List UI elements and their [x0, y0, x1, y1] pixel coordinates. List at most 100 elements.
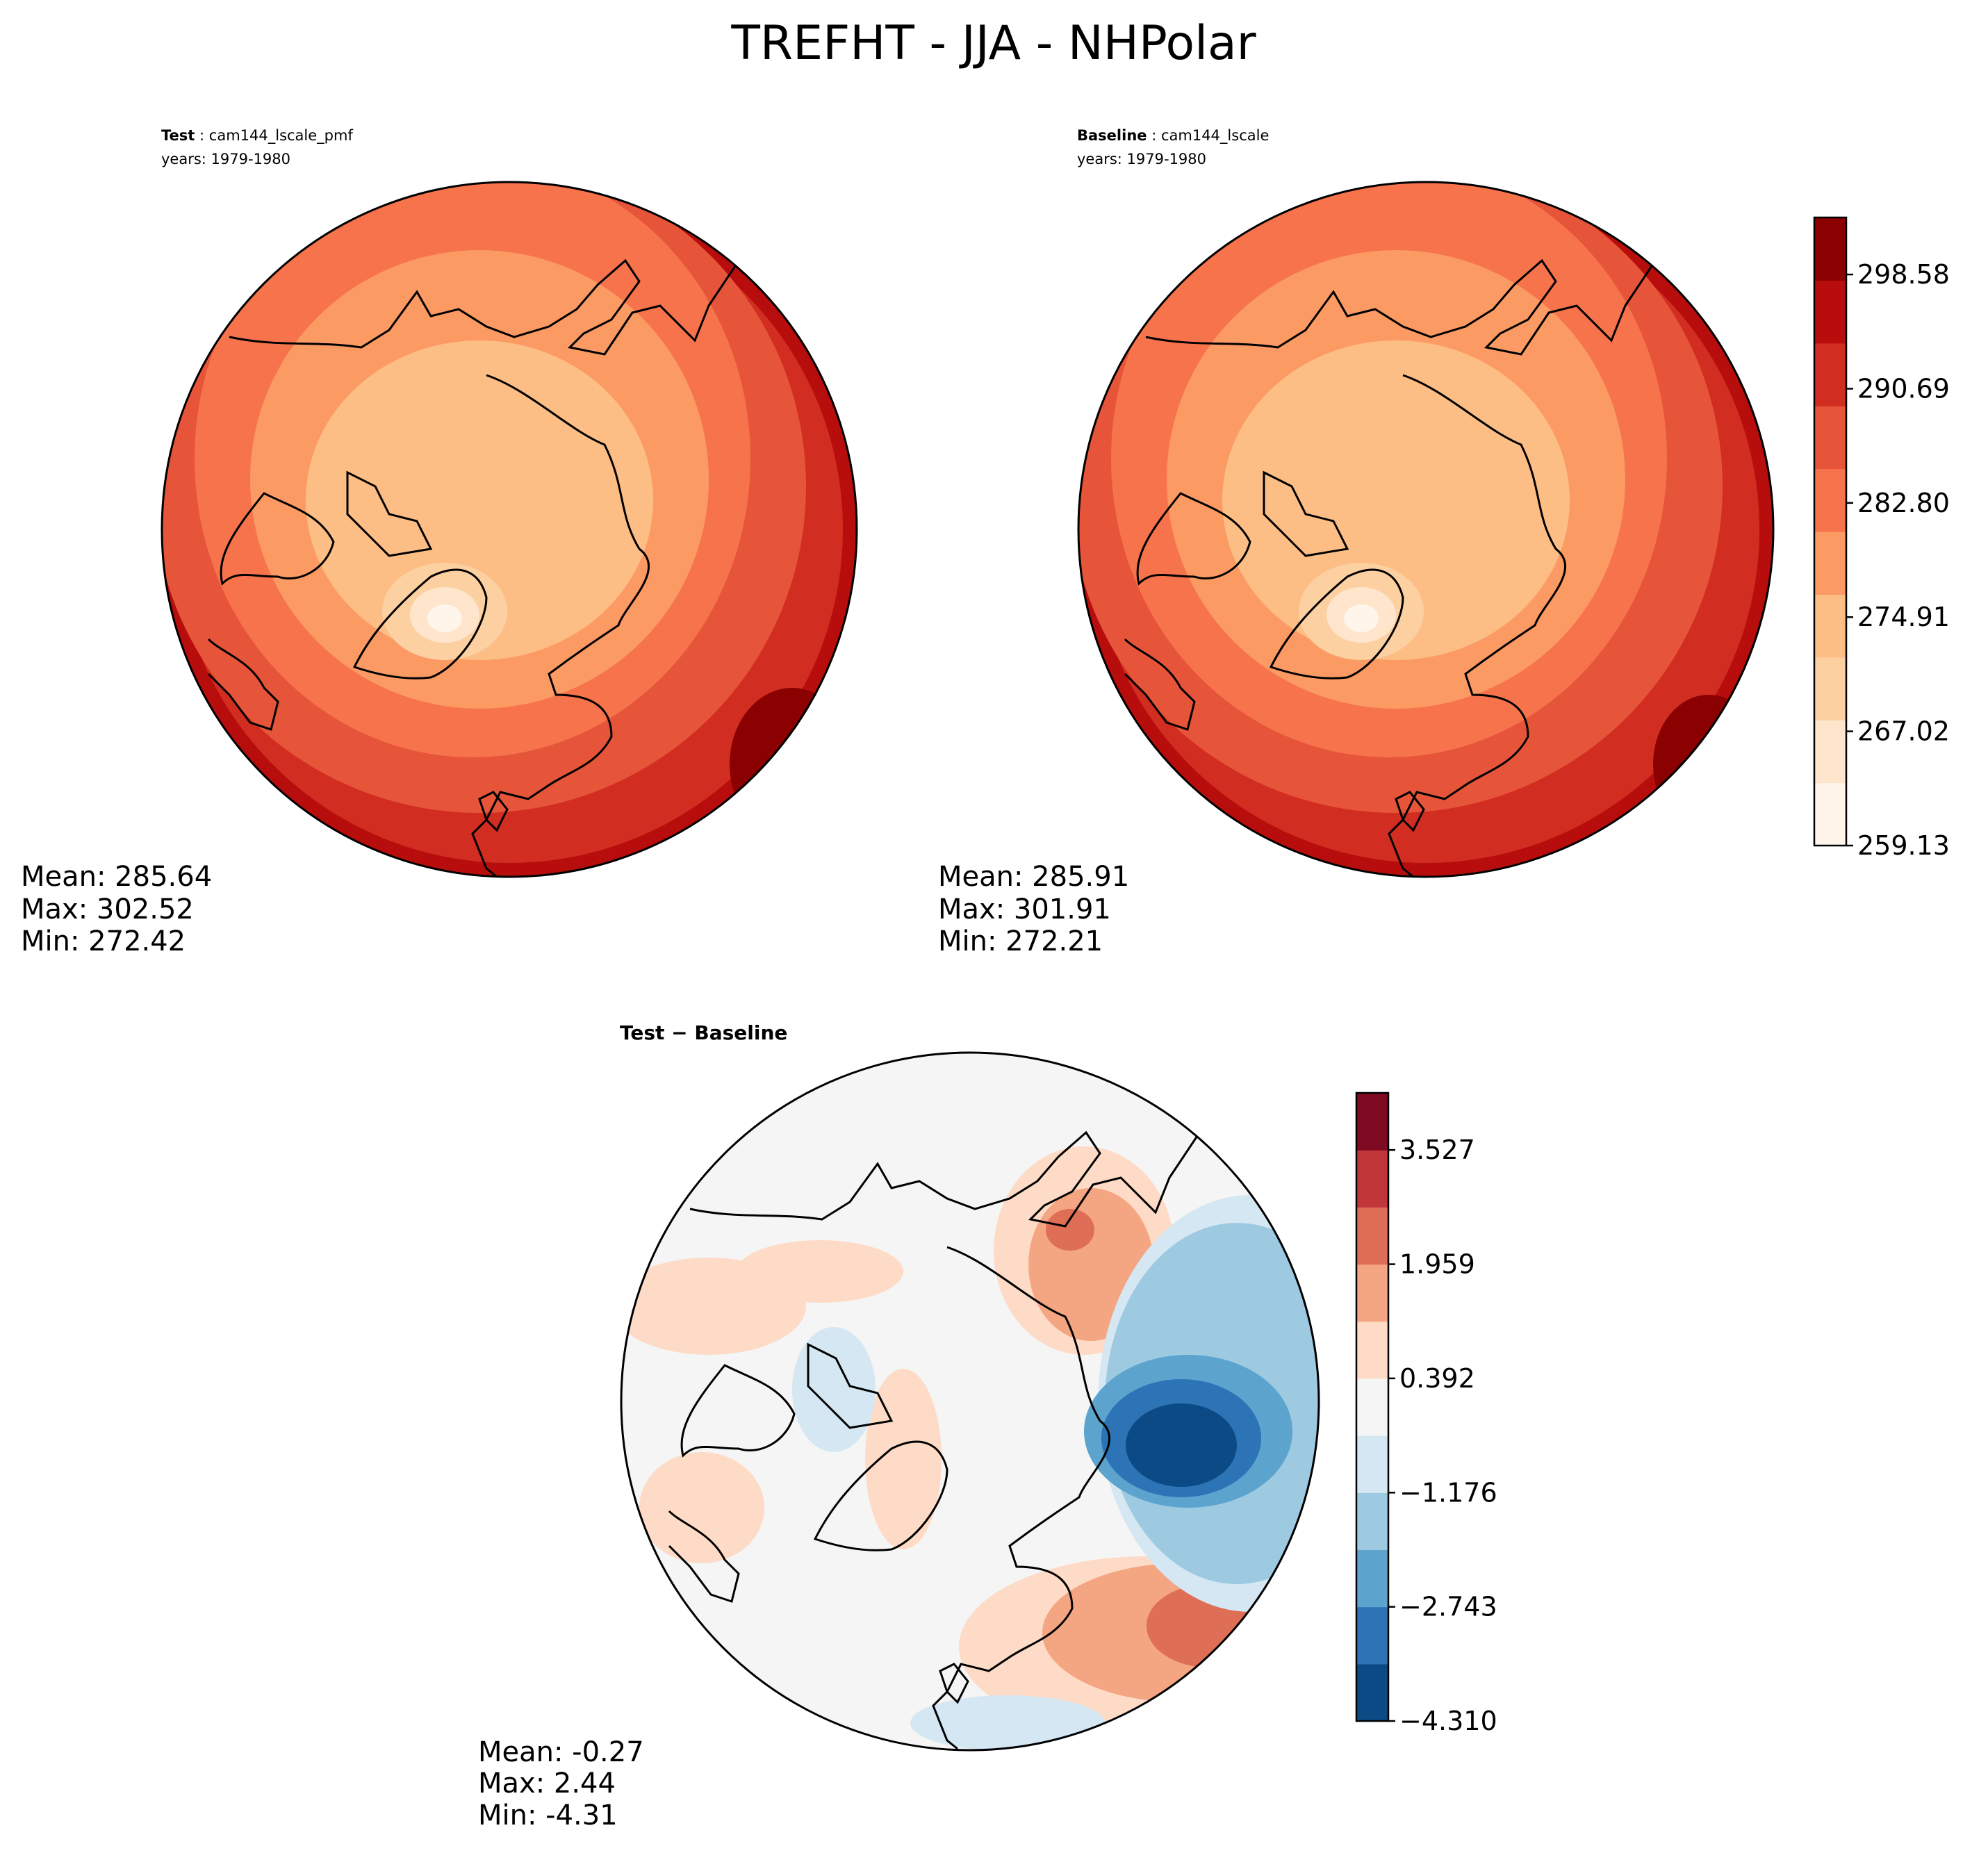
baseline-band-262	[1344, 604, 1379, 632]
colorbar-difference-tick-label: 0.392	[1399, 1363, 1475, 1394]
baseline-years: years: 1979-1980	[1077, 151, 1206, 167]
test-coast-asia	[229, 258, 745, 356]
figure-title: TREFHT - JJA - NHPolar	[730, 16, 1256, 71]
colorbar-temperature-tick-label: 290.69	[1857, 373, 1950, 404]
baseline-band-274	[1222, 340, 1570, 660]
colorbar-temperature-tick-label: 267.02	[1857, 716, 1950, 747]
baseline-stat-mean: Mean: 285.91	[938, 861, 1129, 893]
baseline-panel-label: Baseline : cam144_lscale	[1077, 127, 1269, 145]
diff-band-neg-south	[910, 1695, 1105, 1750]
test-label-prefix: Test	[161, 127, 195, 144]
baseline-coast-archipelago	[1263, 470, 1349, 557]
diff-coast-archipelago	[807, 1342, 894, 1429]
baseline-coastlines	[1124, 258, 1661, 877]
colorbar-difference-tick-label: −1.176	[1399, 1477, 1497, 1508]
difference-coastlines	[668, 1130, 1206, 1750]
baseline-map	[1078, 182, 1773, 877]
test-coast-europe	[220, 492, 335, 586]
test-band-274	[306, 340, 653, 660]
diff-coast-uk	[939, 1663, 969, 1704]
baseline-panel: Baseline : cam144_lscale years: 1979-198…	[938, 127, 1775, 957]
diff-band-pos-center	[865, 1369, 942, 1549]
difference-field	[621, 1053, 1319, 1750]
colorbar-temperature-band	[1814, 217, 1846, 281]
colorbar-temperature-band	[1814, 594, 1846, 658]
difference-title: Test − Baseline	[620, 1021, 787, 1044]
diff-coast-scandinavia	[668, 1510, 740, 1603]
colorbar-temperature-band	[1814, 720, 1846, 784]
colorbar-difference-band	[1356, 1150, 1388, 1208]
test-hot-spot	[730, 688, 855, 841]
colorbar-difference-band	[1356, 1207, 1388, 1265]
difference-stat-max: Max: 2.44	[478, 1768, 616, 1800]
colorbar-difference-tick-label: 1.959	[1399, 1249, 1475, 1280]
colorbar-difference-band	[1356, 1492, 1388, 1551]
colorbar-difference-tick-label: 3.527	[1399, 1135, 1475, 1165]
colorbar-temperature-band	[1814, 343, 1846, 406]
colorbar-temperature-band	[1814, 406, 1846, 470]
test-coast-archipelago	[346, 470, 433, 557]
baseline-map-boundary	[1077, 181, 1775, 878]
test-coast-uk	[478, 791, 509, 832]
baseline-coast-scandinavia	[1124, 638, 1196, 731]
diff-coast-greenland	[813, 1440, 948, 1551]
diff-coast-asia	[689, 1130, 1206, 1228]
baseline-label-sep: :	[1151, 127, 1161, 144]
test-stat-max: Max: 302.52	[21, 893, 194, 925]
diff-band-pos-nw	[737, 1240, 903, 1303]
test-stat-min: Min: 272.42	[21, 925, 186, 957]
colorbar-temperature-band	[1814, 657, 1846, 720]
colorbar-difference-band	[1356, 1378, 1388, 1436]
test-band-262	[427, 604, 462, 632]
difference-map-boundary	[620, 1051, 1320, 1752]
diff-band-pos-north-high	[1046, 1209, 1094, 1251]
test-coast-greenland	[352, 568, 488, 680]
test-years: years: 1979-1980	[161, 151, 290, 167]
colorbar-temperature-tick-label: 298.58	[1857, 259, 1950, 290]
baseline-stat-max: Max: 301.91	[938, 893, 1111, 925]
colorbar-temperature-tick-label: 274.91	[1857, 602, 1950, 632]
colorbar-difference: −4.310 −2.743 −1.176 0.392 1.959 3.527	[1355, 1092, 1497, 1736]
test-label-sep: :	[199, 127, 209, 144]
colorbar-difference-band	[1356, 1435, 1388, 1493]
difference-stat-min: Min: -4.31	[478, 1800, 618, 1831]
test-field-bands	[162, 182, 857, 877]
colorbar-temperature-outline	[1813, 216, 1848, 847]
baseline-label-prefix: Baseline	[1077, 127, 1147, 144]
difference-panel: Test − Baseline	[478, 1021, 1320, 1831]
colorbar-difference-band	[1356, 1606, 1388, 1665]
colorbar-difference-tick-label: −4.310	[1399, 1706, 1497, 1736]
baseline-coast-uk	[1395, 791, 1425, 832]
test-case-name: cam144_lscale_pmf	[209, 127, 354, 145]
colorbar-difference-band	[1356, 1549, 1388, 1608]
test-panel: Test : cam144_lscale_pmf years: 1979-198…	[21, 127, 858, 957]
colorbar-difference-band	[1356, 1093, 1388, 1151]
test-stat-mean: Mean: 285.64	[21, 861, 212, 893]
colorbar-difference-outline	[1355, 1092, 1390, 1722]
diff-coast-north-america	[932, 1246, 1111, 1750]
baseline-hot-spot	[1653, 695, 1764, 834]
baseline-coast-greenland	[1269, 568, 1404, 680]
colorbar-temperature-tick-label: 282.80	[1857, 488, 1950, 518]
colorbar-temperature-band	[1814, 468, 1846, 532]
test-map-boundary	[161, 181, 858, 878]
baseline-case-name: cam144_lscale	[1161, 127, 1269, 145]
diff-band-neg-5	[1126, 1403, 1237, 1487]
colorbar-temperature-tick-label: 259.13	[1857, 830, 1950, 861]
difference-stat-mean: Mean: -0.27	[478, 1736, 644, 1768]
colorbar-temperature-band	[1814, 532, 1846, 595]
colorbar-difference-band	[1356, 1264, 1388, 1322]
test-coastlines	[207, 258, 745, 877]
colorbar-temperature-band	[1814, 782, 1846, 846]
baseline-field-bands	[1078, 182, 1773, 877]
baseline-coast-europe	[1136, 492, 1251, 586]
test-coast-north-america	[471, 374, 650, 877]
diff-coast-europe	[680, 1364, 796, 1458]
colorbar-difference-band	[1356, 1321, 1388, 1379]
baseline-coast-asia	[1145, 258, 1661, 356]
diff-band-neg-arch	[792, 1327, 876, 1452]
test-map	[162, 182, 857, 877]
colorbar-difference-band	[1356, 1663, 1388, 1722]
colorbar-temperature-band	[1814, 280, 1846, 344]
